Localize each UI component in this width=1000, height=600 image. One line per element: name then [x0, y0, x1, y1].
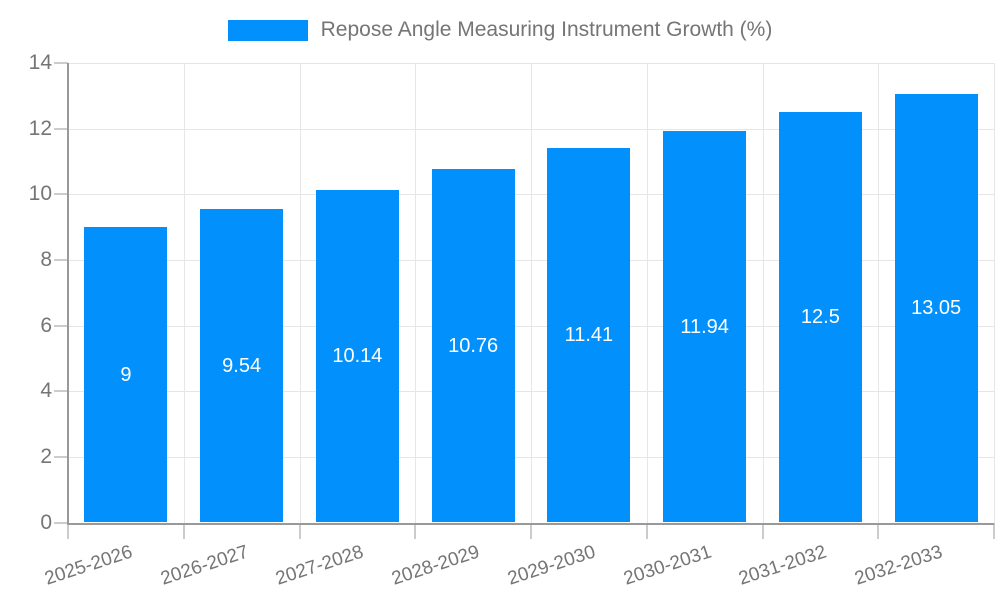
chart-legend[interactable]: Repose Angle Measuring Instrument Growth… [0, 18, 1000, 42]
y-axis-tick [54, 127, 68, 130]
x-axis-tick [761, 522, 764, 539]
y-axis-tick [54, 62, 68, 64]
v-gridline [994, 63, 995, 523]
bar-value-label: 11.41 [564, 324, 614, 347]
bar-value-label: 12.5 [800, 306, 840, 329]
x-axis-tick [993, 522, 995, 539]
bar[interactable] [84, 227, 168, 523]
bar-value-label: 10.76 [448, 334, 499, 357]
bar-value-label: 13.05 [911, 297, 962, 320]
y-axis-tick [54, 193, 68, 196]
x-axis-tick [877, 522, 880, 539]
bar-value-label: 11.94 [680, 315, 729, 338]
x-axis-tick [67, 522, 69, 539]
y-axis-label: 10 [28, 182, 52, 206]
v-gridline [299, 63, 301, 523]
y-axis-label: 2 [40, 444, 52, 468]
y-axis-tick [54, 455, 68, 458]
x-axis-tick [414, 522, 417, 539]
y-axis-tick [54, 324, 68, 327]
x-axis-tick [298, 522, 301, 539]
bar[interactable] [431, 169, 515, 523]
y-axis-line [67, 63, 69, 525]
y-axis-label: 6 [40, 313, 52, 337]
bar[interactable] [663, 130, 747, 523]
x-axis-tick [645, 522, 648, 539]
y-axis-label: 8 [40, 247, 52, 271]
bar-value-label: 10.14 [332, 345, 383, 368]
y-axis-label: 4 [40, 379, 52, 403]
y-axis-label: 12 [28, 116, 52, 140]
v-gridline [183, 63, 185, 523]
v-gridline [415, 63, 417, 523]
bar[interactable] [315, 189, 399, 523]
bar[interactable] [894, 94, 978, 523]
bar[interactable] [200, 209, 284, 523]
v-gridline [878, 63, 880, 523]
legend-swatch [227, 19, 308, 41]
y-axis-label: 14 [28, 51, 52, 74]
x-axis-tick [530, 522, 532, 539]
bar[interactable] [547, 148, 631, 523]
x-axis-tick [182, 522, 185, 539]
bar-value-label: 9.54 [222, 354, 262, 377]
y-axis-tick [54, 521, 68, 524]
legend-label: Repose Angle Measuring Instrument Growth… [320, 18, 773, 41]
bar[interactable] [778, 112, 862, 523]
v-gridline [646, 63, 648, 523]
v-gridline [531, 63, 532, 523]
y-axis-tick [54, 258, 68, 261]
v-gridline [762, 63, 764, 523]
bar-value-label: 9 [120, 363, 132, 386]
y-axis-tick [54, 390, 68, 393]
x-axis-line [68, 522, 994, 525]
y-axis-label: 0 [40, 510, 52, 534]
